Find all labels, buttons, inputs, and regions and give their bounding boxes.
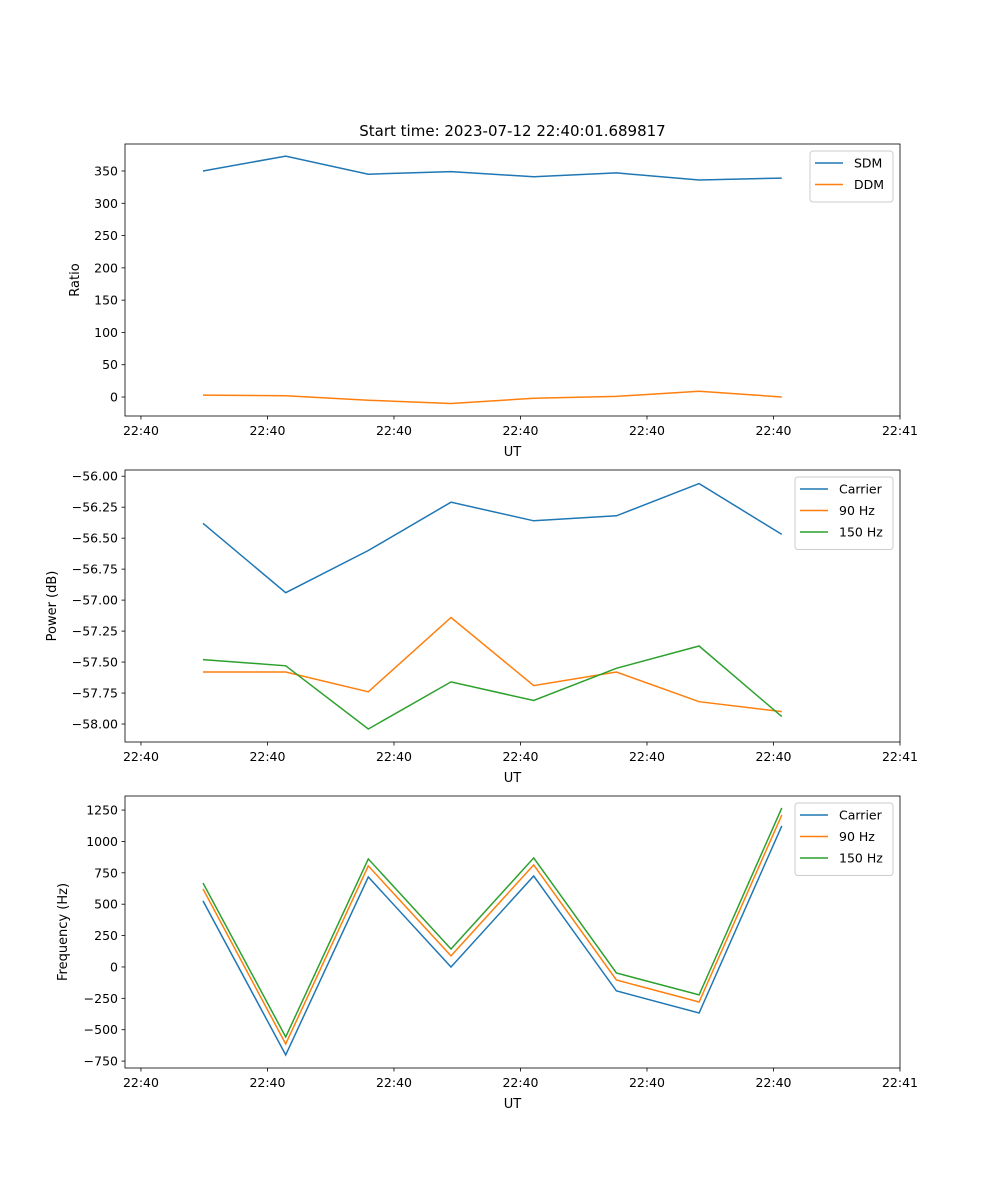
y-tick-label: −57.25: [72, 624, 118, 639]
x-tick-label: 22:41: [882, 749, 918, 764]
legend-label: 150 Hz: [839, 525, 883, 540]
x-tick-label: 22:40: [249, 749, 285, 764]
y-tick-label: 350: [94, 163, 118, 178]
y-tick-label: 100: [94, 325, 118, 340]
x-tick-label: 22:40: [376, 749, 412, 764]
y-tick-label: −56.50: [72, 531, 118, 546]
x-tick-label: 22:40: [502, 1075, 538, 1090]
x-tick-label: 22:40: [755, 1075, 791, 1090]
y-tick-label: 300: [94, 196, 118, 211]
series-line-sdm: [202, 155, 782, 181]
subplot-1: 22:40 22:40 22:40 22:40 22:40 22:40 22:41 0 50 10…: [68, 122, 918, 460]
y-tick-label: −57.00: [72, 593, 118, 608]
x-tick-label: 22:40: [629, 1075, 665, 1090]
series-line-150-hz: [202, 807, 783, 1039]
x-tick-label: 22:40: [376, 423, 412, 438]
y-axis-label: Power (dB): [45, 571, 60, 642]
legend-label: DDM: [854, 177, 884, 192]
x-axis-label: UT: [504, 445, 522, 460]
y-tick-label: −500: [84, 1022, 118, 1037]
x-tick-label: 22:41: [882, 423, 918, 438]
legend-label: Carrier: [839, 482, 883, 497]
x-tick-label: 22:41: [882, 1075, 918, 1090]
axes-frame: [124, 143, 901, 417]
legend: Carrier 90 Hz 150 Hz: [794, 476, 894, 550]
y-tick-label: −56.75: [72, 562, 118, 577]
legend: SDM DDM: [809, 150, 894, 203]
x-axis-label: UT: [504, 771, 522, 786]
subplot-2: 22:40 22:40 22:40 22:40 22:40 22:40 22:41 −58.0…: [45, 469, 918, 786]
legend-label: Carrier: [839, 808, 883, 823]
x-tick-label: 22:40: [123, 1075, 159, 1090]
y-tick-label: −58.00: [72, 717, 118, 732]
y-tick-label: −250: [84, 991, 118, 1006]
series-line-150-hz: [202, 645, 783, 730]
series-line-carrier: [202, 482, 783, 594]
y-tick-label: 1250: [86, 803, 118, 818]
y-tick-label: −750: [84, 1054, 118, 1069]
x-tick-label: 22:40: [249, 423, 285, 438]
x-tick-label: 22:40: [123, 423, 159, 438]
chart-title: Start time: 2023-07-12 22:40:01.689817: [359, 122, 665, 140]
x-tick-label: 22:40: [755, 423, 791, 438]
y-tick-label: −57.50: [72, 655, 118, 670]
y-tick-label: −57.75: [72, 686, 118, 701]
y-axis-label: Frequency (Hz): [56, 883, 71, 981]
axes-frame: [124, 795, 901, 1069]
y-tick-label: 200: [94, 260, 118, 275]
series-line-ddm: [202, 390, 782, 405]
y-tick-label: 50: [102, 357, 118, 372]
y-tick-label: 750: [94, 865, 118, 880]
series-line-carrier: [202, 825, 783, 1057]
legend-label: 150 Hz: [839, 851, 883, 866]
x-tick-label: 22:40: [249, 1075, 285, 1090]
x-tick-label: 22:40: [502, 423, 538, 438]
x-tick-label: 22:40: [629, 749, 665, 764]
x-tick-label: 22:40: [123, 749, 159, 764]
y-tick-label: 500: [94, 897, 118, 912]
y-tick-label: 250: [94, 928, 118, 943]
axes-frame: [124, 469, 901, 743]
y-tick-label: 1000: [86, 834, 118, 849]
y-tick-label: −56.25: [72, 500, 118, 515]
y-tick-label: 0: [110, 959, 118, 974]
x-tick-label: 22:40: [629, 423, 665, 438]
x-tick-label: 22:40: [755, 749, 791, 764]
x-tick-label: 22:40: [502, 749, 538, 764]
y-tick-label: 150: [94, 293, 118, 308]
series-line-90-hz: [202, 814, 783, 1046]
y-tick-label: 250: [94, 228, 118, 243]
legend-label: 90 Hz: [839, 503, 875, 518]
legend: Carrier 90 Hz 150 Hz: [794, 802, 894, 876]
x-tick-label: 22:40: [376, 1075, 412, 1090]
y-axis-label: Ratio: [68, 263, 83, 296]
y-tick-label: 0: [110, 390, 118, 405]
subplot-3: 22:40 22:40 22:40 22:40 22:40 22:40 22:41 −750 −…: [56, 795, 918, 1112]
legend-label: SDM: [854, 156, 882, 171]
legend-label: 90 Hz: [839, 829, 875, 844]
x-axis-label: UT: [504, 1097, 522, 1112]
y-tick-label: −56.00: [72, 469, 118, 484]
series-line-90-hz: [203, 616, 782, 713]
